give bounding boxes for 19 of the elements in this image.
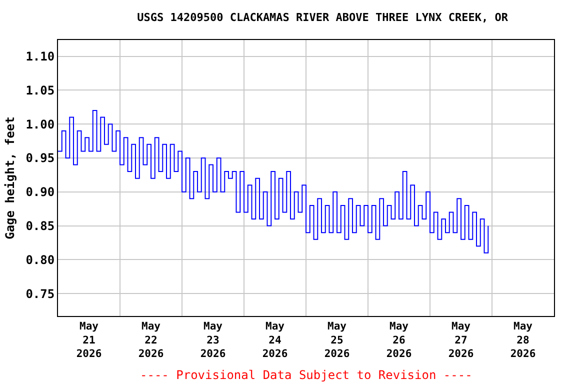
y-tick-label: 0.90: [26, 185, 55, 200]
x-tick-label: May 21 2026: [76, 320, 102, 360]
x-tick-label: May 22 2026: [138, 320, 164, 360]
text: ---- Provisional Data Subject to Revision ----: [140, 368, 472, 382]
x-tick-label: May 24 2026: [262, 320, 288, 360]
y-tick-label: 0.75: [26, 286, 55, 301]
y-tick-label: 1.10: [26, 49, 55, 64]
y-tick-label: 0.95: [26, 151, 55, 166]
y-tick-label: 0.80: [26, 252, 55, 267]
x-tick-label: May 23 2026: [200, 320, 226, 360]
x-tick-label: May 26 2026: [386, 320, 412, 360]
y-axis-title: Gage height, feet: [2, 116, 17, 240]
chart-title: USGS 14209500 CLACKAMAS RIVER ABOVE THREE LYNX CREEK, OR: [137, 11, 508, 24]
x-tick-label: May 27 2026: [448, 320, 474, 360]
x-tick-label: May 28 2026: [510, 320, 536, 360]
y-tick-label: 1.05: [26, 83, 55, 98]
y-tick-label: 0.85: [26, 219, 55, 234]
x-tick-label: May 25 2026: [324, 320, 350, 360]
y-tick-label: 1.00: [26, 117, 55, 132]
